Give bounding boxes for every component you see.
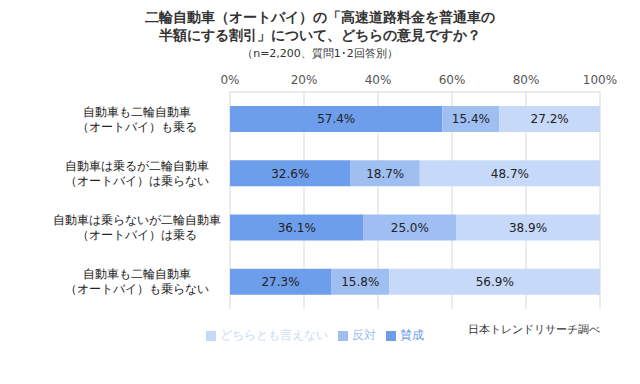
html-text:どちらとも言えない: どちらとも言えない [220,328,328,342]
html-text:反対: 反対 [352,328,376,342]
svg-text:自動車も二輪自動車（オートバイ）も乗る: 自動車も二輪自動車（オートバイ）も乗る [77,105,197,134]
svg-text:20%: 20% [291,73,318,87]
svg-text:18.7%: 18.7% [366,167,404,181]
svg-text:自動車は乗るが二輪自動車（オートバイ）は乗らない: 自動車は乗るが二輪自動車（オートバイ）は乗らない [65,159,209,188]
html-text:（n=2,200、質問1･2回答別）: （n=2,200、質問1･2回答別） [242,47,398,60]
svg-text:100%: 100% [583,73,617,87]
svg-text:自動車は乗らないが二輪自動車（オートバイ）は乗る: 自動車は乗らないが二輪自動車（オートバイ）は乗る [53,213,221,242]
svg-text:15.4%: 15.4% [452,112,490,126]
svg-text:0%: 0% [220,73,239,87]
svg-text:15.8%: 15.8% [341,275,379,289]
svg-text:38.9%: 38.9% [509,221,547,235]
svg-text:57.4%: 57.4% [317,112,355,126]
html-text:日本トレンドリサーチ調べ: 日本トレンドリサーチ調べ [468,323,600,336]
svg-text:32.6%: 32.6% [271,167,309,181]
svg-text:80%: 80% [513,73,540,87]
svg-text:56.9%: 56.9% [476,275,514,289]
svg-text:36.1%: 36.1% [278,221,316,235]
svg-text:27.2%: 27.2% [531,112,569,126]
svg-text:60%: 60% [439,73,466,87]
svg-text:25.0%: 25.0% [391,221,429,235]
svg-text:48.7%: 48.7% [491,167,529,181]
html-text:賛成: 賛成 [400,328,424,342]
svg-text:自動車も二輪自動車（オートバイ）も乗らない: 自動車も二輪自動車（オートバイ）も乗らない [65,267,209,296]
html-text:二輪自動車（オートバイ）の「高速道路料金を普通車の 半額にす: 二輪自動車（オートバイ）の「高速道路料金を普通車の 半額にする割引」について、ど… [145,9,495,43]
svg-text:27.3%: 27.3% [261,275,299,289]
svg-text:40%: 40% [365,73,392,87]
